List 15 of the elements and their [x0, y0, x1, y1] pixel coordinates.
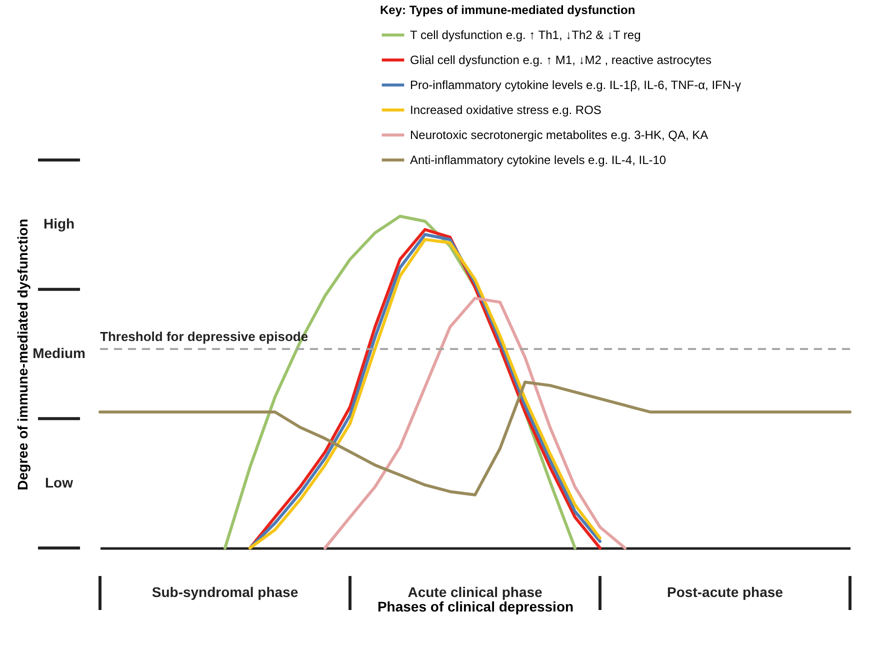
y-axis-title: Degree of immune-mediated dysfunction: [14, 218, 30, 490]
legend-label: T cell dysfunction e.g. ↑ Th1, ↓Th2 & ↓T reg: [410, 28, 641, 42]
text: Low: [45, 474, 74, 490]
text: Sub-syndromal phase: [152, 584, 298, 600]
legend-label: Anti-inflammatory cytokine levels e.g. IL-4, IL-10: [410, 153, 666, 167]
legend-label: Neurotoxic secrotonergic metabolites e.g. 3-HK, QA, KA: [410, 128, 708, 142]
text: Post-acute phase: [667, 584, 784, 600]
x-axis-title: Phases of clinical depression: [377, 598, 574, 614]
legend-label: Pro-inflammatory cytokine levels e.g. IL-1β, IL-6, TNF-α, IFN-γ: [410, 78, 742, 92]
text: Acute clinical phase: [408, 584, 543, 600]
legend-label: Increased oxidative stress e.g. ROS: [410, 103, 602, 117]
legend-label: Glial cell dysfunction e.g. ↑ M1, ↓M2 , reactive astrocytes: [410, 53, 712, 67]
legend-title: Key: Types of immune-mediated dysfunction: [380, 3, 636, 17]
text: Medium: [32, 345, 86, 361]
text: High: [43, 216, 75, 232]
